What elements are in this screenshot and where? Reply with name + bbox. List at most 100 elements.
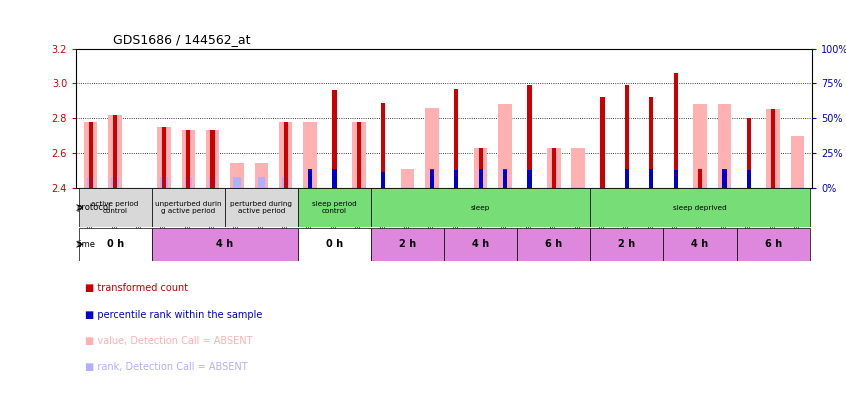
Bar (527, 171, 531, 188)
Bar (79, 228, 151, 261)
Bar (552, 148, 556, 188)
Bar (113, 115, 118, 188)
Bar (282, 177, 289, 188)
Bar (454, 171, 459, 188)
Bar (87, 177, 95, 188)
Text: 0 h: 0 h (107, 239, 124, 249)
Bar (722, 168, 727, 188)
Bar (591, 188, 810, 227)
Text: time: time (77, 240, 96, 249)
Bar (233, 177, 240, 188)
Bar (430, 168, 434, 188)
Bar (649, 168, 653, 188)
Bar (663, 228, 737, 261)
Bar (332, 90, 337, 188)
Bar (308, 168, 312, 188)
Bar (182, 130, 195, 188)
Text: 4 h: 4 h (217, 239, 233, 249)
Bar (225, 188, 298, 227)
Bar (371, 228, 444, 261)
Bar (527, 85, 531, 188)
Bar (381, 102, 386, 188)
Bar (79, 188, 151, 227)
Bar (747, 118, 751, 188)
Text: sleep: sleep (471, 205, 491, 211)
Bar (162, 127, 166, 188)
Bar (479, 168, 483, 188)
Bar (547, 148, 561, 188)
Bar (332, 168, 337, 188)
Bar (673, 171, 678, 188)
Bar (591, 228, 663, 261)
Bar (649, 97, 653, 188)
Text: 2 h: 2 h (618, 239, 635, 249)
Bar (503, 168, 508, 188)
Bar (694, 104, 706, 188)
Bar (112, 177, 118, 188)
Text: ■ value, Detection Call = ABSENT: ■ value, Detection Call = ABSENT (85, 336, 252, 346)
Bar (503, 171, 508, 188)
Bar (230, 163, 244, 188)
Bar (601, 97, 605, 188)
Bar (430, 171, 434, 188)
Text: ■ percentile rank within the sample: ■ percentile rank within the sample (85, 310, 262, 320)
Bar (371, 188, 591, 227)
Text: perturbed during
active period: perturbed during active period (230, 201, 293, 214)
Bar (401, 168, 415, 188)
Bar (766, 109, 780, 188)
Bar (209, 177, 217, 188)
Bar (184, 177, 192, 188)
Text: unperturbed durin
g active period: unperturbed durin g active period (155, 201, 222, 214)
Bar (625, 85, 629, 188)
Bar (186, 130, 190, 188)
Bar (747, 171, 751, 188)
Bar (717, 104, 731, 188)
Text: 4 h: 4 h (691, 239, 709, 249)
Text: 4 h: 4 h (472, 239, 489, 249)
Bar (84, 122, 97, 188)
Bar (279, 122, 293, 188)
Bar (298, 188, 371, 227)
Bar (625, 168, 629, 188)
Bar (283, 122, 288, 188)
Bar (498, 104, 512, 188)
Bar (791, 136, 805, 188)
Bar (517, 228, 591, 261)
Bar (479, 148, 483, 188)
Text: 0 h: 0 h (326, 239, 343, 249)
Text: sleep period
control: sleep period control (312, 201, 357, 214)
Bar (737, 228, 810, 261)
Bar (160, 177, 168, 188)
Bar (673, 73, 678, 188)
Bar (381, 172, 386, 188)
Bar (157, 127, 171, 188)
Bar (352, 122, 365, 188)
Text: ■ rank, Detection Call = ABSENT: ■ rank, Detection Call = ABSENT (85, 362, 247, 373)
Text: 6 h: 6 h (765, 239, 782, 249)
Bar (357, 122, 361, 188)
Bar (722, 168, 727, 188)
Bar (426, 108, 439, 188)
Text: GDS1686 / 144562_at: GDS1686 / 144562_at (113, 33, 250, 46)
Bar (258, 177, 265, 188)
Bar (444, 228, 517, 261)
Bar (771, 109, 775, 188)
Bar (308, 168, 312, 188)
Bar (255, 163, 268, 188)
Bar (454, 89, 459, 188)
Text: sleep deprived: sleep deprived (673, 205, 727, 211)
Bar (89, 122, 93, 188)
Bar (698, 168, 702, 188)
Text: 2 h: 2 h (399, 239, 416, 249)
Text: 6 h: 6 h (546, 239, 563, 249)
Bar (304, 122, 316, 188)
Bar (211, 130, 215, 188)
Text: ■ transformed count: ■ transformed count (85, 284, 188, 294)
Bar (108, 115, 122, 188)
Bar (151, 188, 225, 227)
Bar (206, 130, 219, 188)
Bar (474, 148, 487, 188)
Bar (298, 228, 371, 261)
Bar (151, 228, 298, 261)
Text: active period
control: active period control (91, 201, 139, 214)
